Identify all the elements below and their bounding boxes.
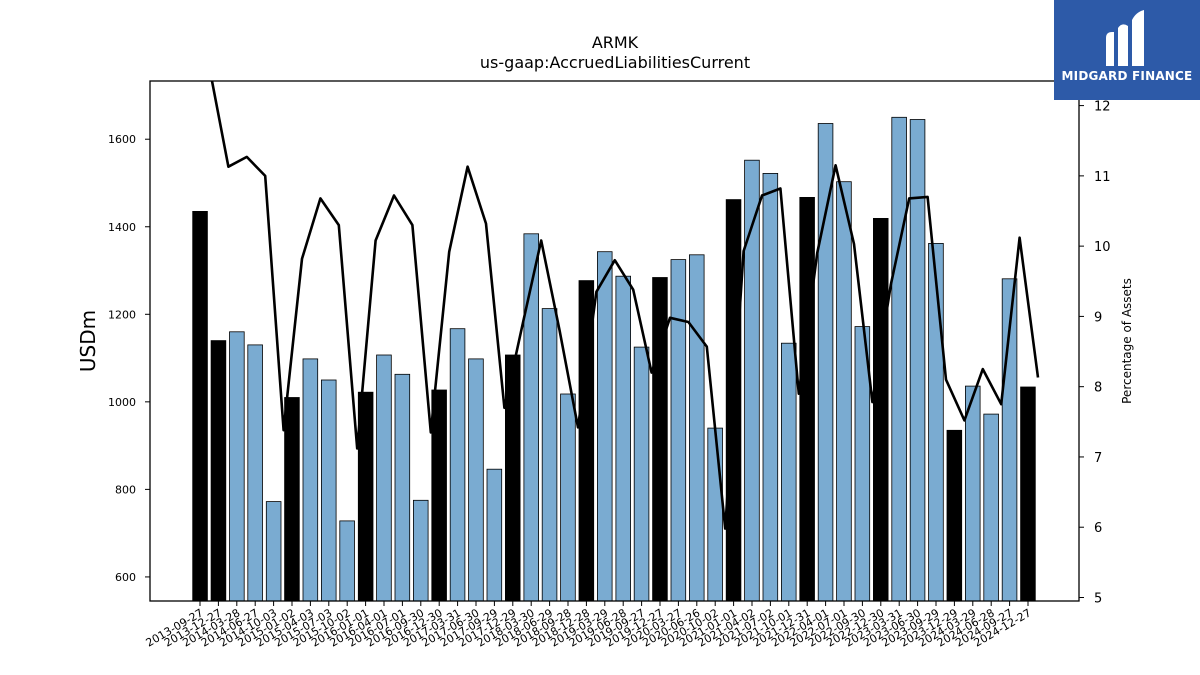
bar-2015-10-02 xyxy=(339,520,355,602)
bar-2016-07-01 xyxy=(394,373,411,602)
percentage-line xyxy=(210,81,1040,530)
y-right-tick-label: 12 xyxy=(1094,100,1111,115)
bar-2021-07-02 xyxy=(762,172,779,602)
y-tick-label: 800 xyxy=(115,483,136,496)
bar-2013-12-27 xyxy=(210,340,227,602)
bar-2023-03-31 xyxy=(891,116,907,602)
bar-2024-03-29 xyxy=(965,385,981,602)
logo-mark-icon xyxy=(1106,10,1144,66)
y-right-tick-label: 8 xyxy=(1094,381,1102,396)
bar-2024-12-27 xyxy=(1020,386,1036,602)
y-tick-label: 600 xyxy=(115,571,136,584)
bar-2023-09-29 xyxy=(928,242,944,602)
y-axis-label: USDm xyxy=(76,310,100,372)
bar-2019-09-27 xyxy=(633,346,650,602)
chart-subtitle: us-gaap:AccruedLiabilitiesCurrent xyxy=(480,53,750,72)
bar-2014-03-28 xyxy=(229,331,245,602)
bar-2022-07-01 xyxy=(836,181,852,602)
bar-2016-04-01 xyxy=(376,354,392,602)
bar-2015-01-02 xyxy=(284,397,300,602)
y-right-tick-label: 7 xyxy=(1094,451,1102,466)
y-tick-label: 1200 xyxy=(108,308,136,321)
bar-2022-12-30 xyxy=(873,217,889,602)
plot-frame xyxy=(149,80,1080,602)
line-group xyxy=(210,81,1040,530)
bar-2022-04-01 xyxy=(817,123,834,602)
y-right-tick-label: 6 xyxy=(1094,521,1102,536)
bar-2020-03-27 xyxy=(670,259,687,602)
y-axis-right-label: Percentage of Assets xyxy=(1120,278,1134,404)
left-axis: 600 800 1000 1200 1400 1600 xyxy=(108,133,150,584)
bar-2015-07-03 xyxy=(320,379,337,602)
x-axis: 2013-09-272013-12-272014-03-282014-06-27… xyxy=(144,601,1034,650)
bar-2023-06-30 xyxy=(909,119,926,602)
y-right-tick-label: 9 xyxy=(1094,310,1102,325)
bar-2017-06-30 xyxy=(468,358,484,602)
bar-2023-12-29 xyxy=(946,429,963,602)
y-right-tick-label: 5 xyxy=(1094,591,1102,606)
bar-2024-06-28 xyxy=(983,413,999,602)
logo-text: MIDGARD FINANCE xyxy=(1061,69,1193,83)
bar-2019-12-27 xyxy=(652,277,668,602)
bar-2021-10-01 xyxy=(781,342,797,602)
bar-2019-03-29 xyxy=(597,251,613,602)
bar-2016-09-30 xyxy=(412,499,429,602)
bar-2014-06-27 xyxy=(247,344,263,602)
y-right-tick-label: 11 xyxy=(1094,170,1111,185)
bar-2014-10-03 xyxy=(265,501,282,602)
right-axis: 5 6 7 8 9 10 11 12 xyxy=(1079,100,1111,606)
bar-2018-09-28 xyxy=(560,393,576,602)
midgard-finance-logo: MIDGARD FINANCE xyxy=(1054,0,1200,100)
y-tick-label: 1600 xyxy=(108,133,136,146)
bar-2020-10-02 xyxy=(707,427,723,602)
y-right-tick-label: 10 xyxy=(1094,240,1111,255)
bar-2013-09-27 xyxy=(192,210,208,602)
bar-2020-06-26 xyxy=(689,254,705,602)
chart-title: ARMK xyxy=(592,33,639,52)
bar-2017-03-31 xyxy=(449,328,466,602)
bar-2018-06-29 xyxy=(541,308,558,602)
bar-2016-12-30 xyxy=(431,389,447,602)
y-tick-label: 1000 xyxy=(108,396,136,409)
y-tick-label: 1400 xyxy=(108,221,136,234)
bar-2017-09-29 xyxy=(486,468,503,602)
bars-group xyxy=(192,116,1036,602)
bar-2015-04-03 xyxy=(302,358,319,602)
bar-2021-12-31 xyxy=(799,196,815,602)
bar-2019-06-28 xyxy=(615,275,632,602)
